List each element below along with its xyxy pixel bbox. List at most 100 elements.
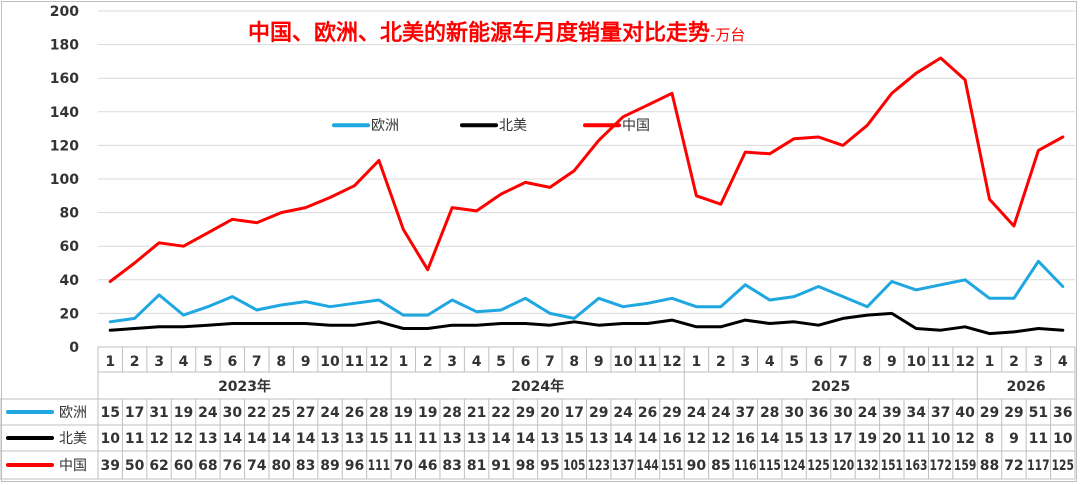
x-tick-label: 2 (130, 354, 140, 370)
table-cell: 14 (638, 431, 658, 447)
x-tick-label: 10 (320, 354, 340, 370)
table-cell: 105 (563, 458, 585, 474)
table-cell: 70 (394, 458, 414, 474)
y-tick-label: 140 (50, 105, 79, 121)
x-tick-label: 2 (423, 354, 433, 370)
x-tick-label: 11 (931, 354, 950, 370)
table-cell: 24 (613, 405, 633, 421)
table-cell: 11 (418, 431, 437, 447)
x-tick-label: 6 (814, 354, 824, 370)
legend-label: 欧洲 (371, 118, 399, 134)
table-cell: 144 (636, 458, 659, 474)
table-cell: 14 (223, 431, 243, 447)
series-lines (108, 56, 1065, 336)
table-cell: 81 (467, 458, 486, 474)
table-cell: 13 (442, 431, 461, 447)
table-cell: 125 (1052, 458, 1074, 474)
table-cell: 117 (1027, 458, 1049, 474)
x-tick-label: 6 (227, 354, 237, 370)
table-cell: 22 (491, 405, 510, 421)
table-cell: 50 (125, 458, 145, 474)
table-cell: 40 (955, 405, 975, 421)
y-tick-label: 20 (60, 306, 80, 322)
x-tick-label: 10 (906, 354, 926, 370)
table-cell: 24 (858, 405, 878, 421)
table-cell: 13 (589, 431, 608, 447)
table-cell: 85 (711, 458, 730, 474)
table-cell: 27 (296, 405, 315, 421)
table-cell: 28 (369, 405, 388, 421)
year-group-label: 2025 (811, 379, 850, 395)
x-tick-label: 3 (154, 354, 164, 370)
table-cell: 30 (833, 405, 853, 421)
x-tick-label: 3 (447, 354, 457, 370)
x-tick-label: 12 (662, 354, 681, 370)
table-cell: 29 (589, 405, 608, 421)
table-cell: 37 (931, 405, 950, 421)
table-cell: 30 (784, 405, 804, 421)
table-cell: 13 (467, 431, 486, 447)
table-cell: 17 (565, 405, 584, 421)
table-cell: 83 (442, 458, 461, 474)
x-tick-label: 7 (252, 354, 262, 370)
table-cell: 13 (345, 431, 364, 447)
table-cell: 111 (368, 458, 390, 474)
y-tick-label: 80 (60, 206, 80, 222)
table-cell: 39 (100, 458, 119, 474)
table-cell: 83 (296, 458, 315, 474)
x-tick-label: 8 (569, 354, 579, 370)
x-tick-label: 1 (105, 354, 115, 370)
table-cell: 15 (369, 431, 388, 447)
table-cell: 16 (736, 431, 755, 447)
table-cell: 12 (687, 431, 706, 447)
table-cell: 51 (1029, 405, 1048, 421)
y-tick-label: 100 (50, 172, 79, 188)
y-tick-label: 60 (60, 239, 80, 255)
x-tick-label: 5 (496, 354, 506, 370)
table-cell: 172 (929, 458, 951, 474)
series-line (108, 259, 1065, 324)
table-cell: 137 (612, 458, 634, 474)
table-cell: 9 (1009, 431, 1019, 447)
y-tick-label: 180 (50, 38, 79, 54)
table-cell: 26 (345, 405, 364, 421)
legend-label: 北美 (499, 118, 527, 134)
x-tick-label: 4 (1058, 354, 1068, 370)
x-tick-label: 12 (955, 354, 974, 370)
x-tick-label: 7 (838, 354, 848, 370)
table-cell: 124 (783, 458, 806, 474)
x-tick-label: 4 (765, 354, 775, 370)
x-tick-label: 1 (985, 354, 995, 370)
x-tick-label: 11 (345, 354, 364, 370)
table-cell: 15 (100, 405, 119, 421)
table-cell: 123 (588, 458, 610, 474)
table-cell: 28 (442, 405, 461, 421)
table-cell: 14 (613, 431, 633, 447)
table-cell: 14 (760, 431, 780, 447)
x-tick-label: 9 (594, 354, 604, 370)
x-tick-label: 3 (740, 354, 750, 370)
table-cell: 132 (856, 458, 878, 474)
table-cell: 24 (320, 405, 340, 421)
table-cell: 17 (125, 405, 144, 421)
table-cell: 14 (491, 431, 511, 447)
x-tick-label: 5 (203, 354, 213, 370)
y-tick-label: 120 (50, 138, 79, 154)
table-cell: 10 (100, 431, 120, 447)
table-cell: 60 (174, 458, 194, 474)
table-cell: 11 (394, 431, 413, 447)
table-series-name: 中国 (59, 458, 87, 474)
table-cell: 13 (198, 431, 217, 447)
table-cell: 96 (345, 458, 364, 474)
table-cell: 29 (980, 405, 999, 421)
y-axis: 0 20 40 60 80 100 120 140 160 180 200 (50, 4, 79, 356)
table-cell: 12 (149, 431, 168, 447)
table-cell: 15 (784, 431, 803, 447)
y-tick-label: 160 (50, 71, 79, 87)
table-cell: 14 (516, 431, 536, 447)
table-cell: 21 (467, 405, 486, 421)
table-cell: 19 (394, 405, 413, 421)
table-cell: 91 (491, 458, 510, 474)
table-cell: 68 (198, 458, 217, 474)
table-cell: 25 (271, 405, 290, 421)
